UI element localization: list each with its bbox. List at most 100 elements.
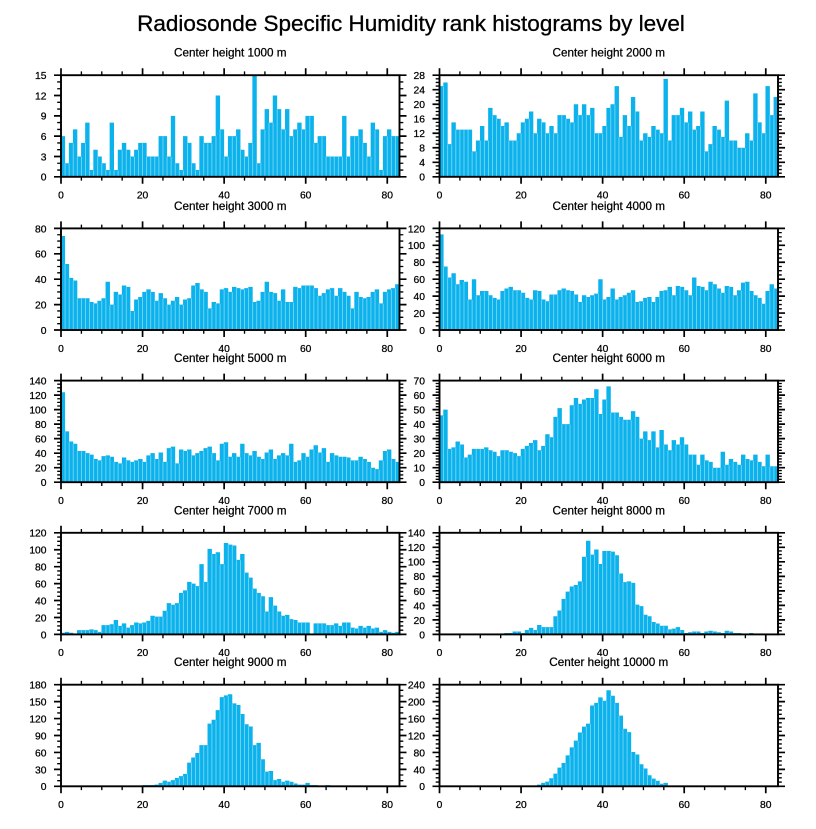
svg-text:20: 20 bbox=[35, 613, 47, 624]
svg-text:60: 60 bbox=[35, 435, 47, 446]
svg-text:0: 0 bbox=[58, 648, 64, 659]
svg-text:60: 60 bbox=[678, 800, 690, 811]
svg-text:3: 3 bbox=[41, 152, 47, 163]
svg-text:140: 140 bbox=[29, 377, 46, 388]
svg-text:80: 80 bbox=[382, 800, 394, 811]
svg-text:20: 20 bbox=[515, 191, 527, 202]
svg-text:40: 40 bbox=[414, 420, 426, 431]
svg-text:0: 0 bbox=[58, 191, 64, 202]
svg-text:0: 0 bbox=[419, 630, 425, 641]
svg-text:160: 160 bbox=[408, 714, 425, 725]
svg-text:20: 20 bbox=[414, 100, 426, 111]
svg-text:4: 4 bbox=[419, 158, 425, 169]
svg-text:Center height 9000 m: Center height 9000 m bbox=[174, 656, 286, 669]
svg-text:240: 240 bbox=[408, 681, 425, 692]
svg-text:80: 80 bbox=[760, 496, 772, 507]
svg-text:0: 0 bbox=[41, 173, 47, 184]
svg-text:0: 0 bbox=[437, 496, 443, 507]
svg-text:120: 120 bbox=[408, 543, 425, 554]
svg-text:80: 80 bbox=[760, 648, 772, 659]
svg-text:0: 0 bbox=[41, 326, 47, 337]
svg-text:40: 40 bbox=[414, 765, 426, 776]
svg-text:100: 100 bbox=[29, 546, 46, 557]
svg-text:40: 40 bbox=[597, 344, 609, 355]
svg-text:28: 28 bbox=[414, 71, 426, 82]
svg-text:60: 60 bbox=[300, 344, 312, 355]
svg-text:Center height 6000 m: Center height 6000 m bbox=[553, 352, 665, 365]
svg-text:40: 40 bbox=[35, 275, 47, 286]
svg-text:120: 120 bbox=[408, 224, 425, 235]
svg-text:24: 24 bbox=[414, 86, 426, 97]
svg-text:20: 20 bbox=[137, 496, 149, 507]
svg-text:40: 40 bbox=[218, 496, 230, 507]
svg-text:50: 50 bbox=[414, 406, 426, 417]
svg-text:0: 0 bbox=[437, 191, 443, 202]
svg-text:120: 120 bbox=[29, 391, 46, 402]
svg-text:100: 100 bbox=[408, 241, 425, 252]
svg-text:20: 20 bbox=[414, 309, 426, 320]
svg-text:40: 40 bbox=[218, 191, 230, 202]
svg-text:16: 16 bbox=[414, 115, 426, 126]
svg-text:Center height 7000 m: Center height 7000 m bbox=[174, 504, 286, 517]
svg-text:80: 80 bbox=[414, 572, 426, 583]
svg-text:40: 40 bbox=[35, 596, 47, 607]
svg-text:20: 20 bbox=[515, 800, 527, 811]
svg-text:Center height 2000 m: Center height 2000 m bbox=[553, 47, 665, 60]
svg-text:100: 100 bbox=[408, 558, 425, 569]
svg-text:120: 120 bbox=[29, 714, 46, 725]
svg-text:80: 80 bbox=[382, 344, 394, 355]
svg-text:40: 40 bbox=[414, 601, 426, 612]
svg-text:120: 120 bbox=[408, 731, 425, 742]
svg-text:40: 40 bbox=[218, 800, 230, 811]
svg-text:9: 9 bbox=[41, 112, 47, 123]
svg-text:20: 20 bbox=[414, 616, 426, 627]
svg-text:60: 60 bbox=[35, 580, 47, 591]
svg-text:120: 120 bbox=[29, 529, 46, 540]
svg-text:12: 12 bbox=[35, 91, 47, 102]
svg-text:0: 0 bbox=[58, 344, 64, 355]
svg-text:Center height 3000 m: Center height 3000 m bbox=[174, 200, 286, 213]
svg-text:40: 40 bbox=[35, 449, 47, 460]
svg-text:6: 6 bbox=[41, 132, 47, 143]
svg-text:20: 20 bbox=[35, 464, 47, 475]
svg-text:60: 60 bbox=[678, 191, 690, 202]
svg-text:180: 180 bbox=[29, 681, 46, 692]
svg-text:60: 60 bbox=[35, 250, 47, 261]
svg-text:0: 0 bbox=[41, 630, 47, 641]
svg-text:40: 40 bbox=[218, 344, 230, 355]
svg-text:80: 80 bbox=[760, 344, 772, 355]
svg-text:20: 20 bbox=[414, 449, 426, 460]
svg-text:60: 60 bbox=[678, 496, 690, 507]
svg-text:100: 100 bbox=[29, 406, 46, 417]
svg-text:15: 15 bbox=[35, 71, 47, 82]
svg-text:20: 20 bbox=[515, 344, 527, 355]
svg-text:0: 0 bbox=[437, 344, 443, 355]
svg-text:40: 40 bbox=[597, 648, 609, 659]
svg-text:Radiosonde Specific Humidity r: Radiosonde Specific Humidity rank histog… bbox=[137, 11, 685, 36]
svg-text:60: 60 bbox=[414, 275, 426, 286]
svg-text:0: 0 bbox=[58, 800, 64, 811]
svg-text:60: 60 bbox=[414, 587, 426, 598]
svg-text:20: 20 bbox=[137, 648, 149, 659]
svg-text:Center height 5000 m: Center height 5000 m bbox=[174, 352, 286, 365]
svg-text:20: 20 bbox=[137, 191, 149, 202]
svg-text:80: 80 bbox=[35, 420, 47, 431]
svg-text:150: 150 bbox=[29, 698, 46, 709]
svg-text:140: 140 bbox=[408, 529, 425, 540]
svg-text:80: 80 bbox=[382, 496, 394, 507]
svg-text:60: 60 bbox=[414, 391, 426, 402]
svg-text:20: 20 bbox=[137, 344, 149, 355]
svg-text:20: 20 bbox=[515, 496, 527, 507]
svg-text:60: 60 bbox=[300, 648, 312, 659]
svg-text:80: 80 bbox=[414, 258, 426, 269]
svg-text:60: 60 bbox=[678, 344, 690, 355]
svg-text:40: 40 bbox=[597, 800, 609, 811]
svg-text:40: 40 bbox=[597, 496, 609, 507]
svg-text:60: 60 bbox=[300, 191, 312, 202]
svg-text:0: 0 bbox=[437, 800, 443, 811]
svg-text:Center height 8000 m: Center height 8000 m bbox=[553, 504, 665, 517]
svg-text:Center height 1000 m: Center height 1000 m bbox=[174, 47, 286, 60]
svg-text:80: 80 bbox=[35, 563, 47, 574]
svg-text:80: 80 bbox=[760, 191, 772, 202]
svg-text:40: 40 bbox=[414, 292, 426, 303]
